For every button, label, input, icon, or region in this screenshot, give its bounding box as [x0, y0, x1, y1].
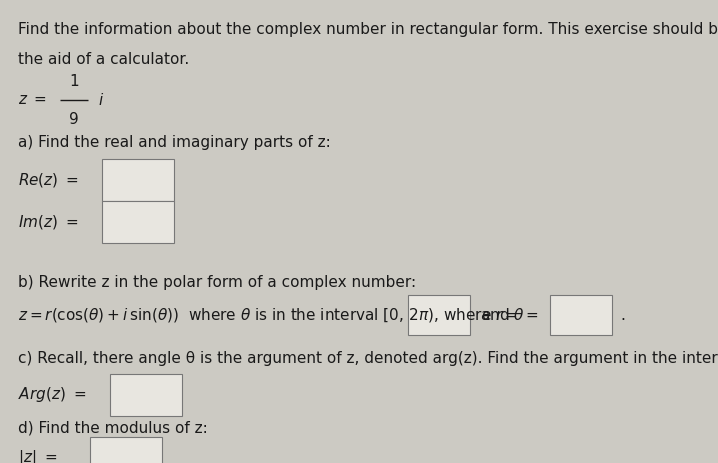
Text: $Im(z)\ =$: $Im(z)\ =$: [18, 213, 78, 231]
FancyBboxPatch shape: [102, 201, 174, 243]
Text: $|z|\ =$: $|z|\ =$: [18, 448, 57, 463]
Text: the aid of a calculator.: the aid of a calculator.: [18, 52, 190, 67]
Text: $z = r(\mathrm{cos}(\theta) + i\,\mathrm{sin}(\theta))$  where $\theta$ is in th: $z = r(\mathrm{cos}(\theta) + i\,\mathrm…: [18, 306, 518, 324]
FancyBboxPatch shape: [408, 295, 470, 335]
Text: a) Find the real and imaginary parts of z:: a) Find the real and imaginary parts of …: [18, 134, 331, 150]
Text: 9: 9: [69, 112, 79, 126]
Text: $z\ =$: $z\ =$: [18, 93, 47, 107]
Text: and $\theta =$: and $\theta =$: [480, 307, 539, 323]
Text: b) Rewrite z in the polar form of a complex number:: b) Rewrite z in the polar form of a comp…: [18, 275, 416, 289]
FancyBboxPatch shape: [110, 374, 182, 416]
Text: $i$: $i$: [98, 92, 104, 108]
Text: c) Recall, there angle θ is the argument of z, denoted arg(z). Find the argument: c) Recall, there angle θ is the argument…: [18, 350, 718, 365]
Text: $Arg(z)\ =$: $Arg(z)\ =$: [18, 386, 86, 405]
FancyBboxPatch shape: [550, 295, 612, 335]
FancyBboxPatch shape: [90, 437, 162, 463]
Text: 1: 1: [69, 74, 79, 88]
Text: $Re(z)\ =$: $Re(z)\ =$: [18, 171, 79, 189]
Text: Find the information about the complex number in rectangular form. This exercise: Find the information about the complex n…: [18, 22, 718, 37]
Text: d) Find the modulus of z:: d) Find the modulus of z:: [18, 420, 208, 436]
Text: .: .: [620, 307, 625, 323]
FancyBboxPatch shape: [102, 159, 174, 201]
